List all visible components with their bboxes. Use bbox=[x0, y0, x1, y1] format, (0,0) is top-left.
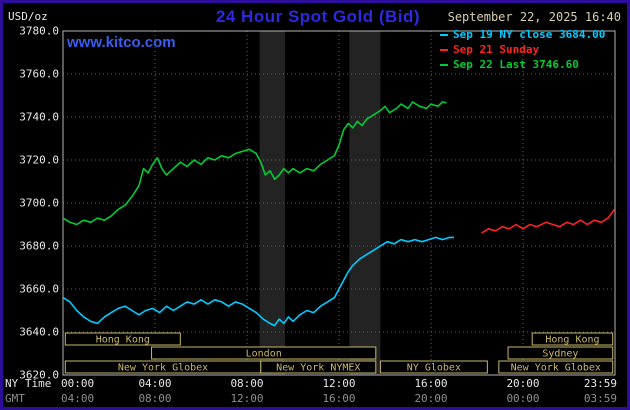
session-box bbox=[64, 332, 181, 346]
x-tick-label-gmt: 20:00 bbox=[414, 392, 447, 405]
plot-area: Hong Kong Hong Kong London Sydney New York G… bbox=[5, 25, 617, 406]
y-tick-label: 3720.0 bbox=[19, 154, 59, 167]
x-tick-label-ny: 20:00 bbox=[506, 377, 539, 390]
x-tick-label-gmt: 03:59 bbox=[584, 392, 617, 405]
y-tick-label: 3760.0 bbox=[19, 68, 59, 81]
legend-text: Sep 21 Sunday bbox=[453, 43, 540, 56]
y-tick-label: 3620.0 bbox=[19, 369, 59, 382]
x-tick-label-ny: 12:00 bbox=[322, 377, 355, 390]
x-tick-label-ny: 00:00 bbox=[61, 377, 94, 390]
session-box bbox=[507, 346, 614, 360]
legend-dash-icon bbox=[440, 33, 448, 36]
session-label: Sydney bbox=[542, 349, 578, 360]
series-sep-22-last bbox=[62, 101, 447, 226]
ny-time-axis-label: NY Time bbox=[5, 377, 51, 390]
y-tick-label: 3680.0 bbox=[19, 240, 59, 253]
x-tick-label-ny: 04:00 bbox=[138, 377, 171, 390]
session-label: Hong Kong bbox=[96, 335, 150, 346]
legend-dash-icon bbox=[440, 63, 448, 66]
units-label: USD/oz bbox=[8, 10, 48, 23]
legend: Sep 19 NY close 3684.00 Sep 21 Sunday Sep … bbox=[440, 27, 605, 72]
legend-item: Sep 19 NY close 3684.00 bbox=[440, 27, 605, 42]
legend-item: Sep 21 Sunday bbox=[440, 42, 605, 57]
session-label: Hong Kong bbox=[545, 335, 599, 346]
y-tick-label: 3780.0 bbox=[19, 25, 59, 38]
session-box bbox=[531, 332, 614, 346]
session-box bbox=[498, 360, 614, 374]
session-label: New York Globex bbox=[511, 363, 601, 374]
y-tick-label: 3660.0 bbox=[19, 283, 59, 296]
session-box bbox=[151, 346, 377, 360]
legend-dash-icon bbox=[440, 48, 448, 51]
chart-title: 24 Hour Spot Gold (Bid) bbox=[215, 7, 421, 26]
x-tick-label-ny: 23:59 bbox=[584, 377, 617, 390]
x-tick-label-ny: 08:00 bbox=[230, 377, 263, 390]
session-label: New York Globex bbox=[118, 363, 208, 374]
x-tick-label-gmt: 08:00 bbox=[138, 392, 171, 405]
x-tick-label-gmt: 16:00 bbox=[322, 392, 355, 405]
session-label: NY Globex bbox=[407, 363, 461, 374]
x-tick-label-ny: 16:00 bbox=[414, 377, 447, 390]
series-sep-19-ny-close bbox=[62, 236, 454, 327]
legend-text: Sep 19 NY close 3684.00 bbox=[453, 28, 606, 41]
plot-border bbox=[62, 30, 616, 376]
x-tick-label-gmt: 04:00 bbox=[61, 392, 94, 405]
legend-text: Sep 22 Last 3746.60 bbox=[453, 58, 579, 71]
series-sep-21-sunday bbox=[481, 208, 616, 234]
datetime-label: September 22, 2025 16:40 bbox=[447, 10, 621, 24]
session-label: London bbox=[246, 349, 282, 360]
legend-item: Sep 22 Last 3746.60 bbox=[440, 57, 605, 72]
gmt-axis-label: GMT bbox=[5, 392, 25, 405]
session-label: New York NYMEX bbox=[276, 363, 360, 374]
session-box bbox=[379, 360, 488, 374]
y-tick-label: 3740.0 bbox=[19, 111, 59, 124]
x-tick-label-gmt: 12:00 bbox=[230, 392, 263, 405]
x-tick-label-gmt: 00:00 bbox=[506, 392, 539, 405]
y-tick-label: 3640.0 bbox=[19, 326, 59, 339]
kitco-link[interactable]: www.kitco.com bbox=[67, 34, 176, 51]
session-box bbox=[260, 360, 377, 374]
y-tick-label: 3700.0 bbox=[19, 197, 59, 210]
